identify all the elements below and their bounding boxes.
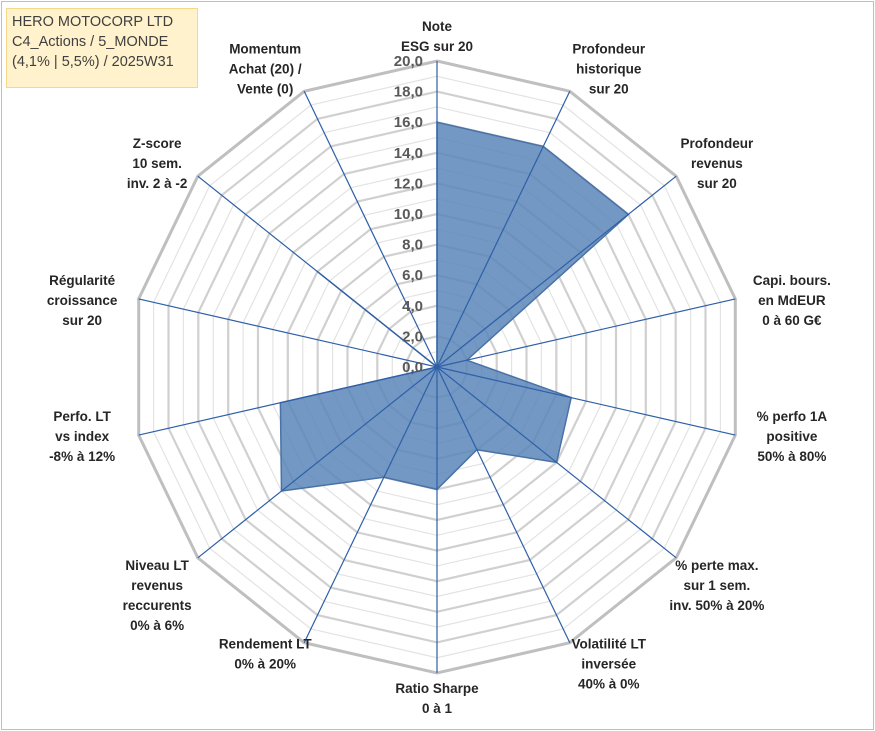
r-tick-label: 16,0 [394,114,423,131]
category-label: Momentum Achat (20) / Vente (0) [229,41,302,96]
category-label-line: croissance [47,293,118,308]
chart-title-box: HERO MOTOCORP LTD C4_Actions / 5_MONDE (… [6,8,198,88]
radar-spoke [303,91,438,368]
category-label-line: Volatilité LT [572,637,647,652]
category-label-line: Vente (0) [237,81,293,96]
radar-spoke [436,298,736,368]
category-label: Profondeur revenus sur 20 [681,136,754,191]
category-label-line: ESG sur 20 [401,39,473,54]
r-tick-label: 14,0 [394,145,423,162]
category-label-line: 50% à 80% [757,449,826,464]
r-tick-label: 4,0 [402,298,423,315]
radar-spoke [197,366,438,559]
category-label-line: sur 20 [589,81,629,96]
category-label: Z-score 10 sem. inv. 2 à -2 [127,136,188,191]
category-label-line: Achat (20) / [229,61,302,76]
category-label: Note ESG sur 20 [401,19,473,54]
radar-spoke [436,175,677,368]
category-labels: Note ESG sur 20 Profondeur historique sur 20… [47,19,831,716]
company-name: HERO MOTOCORP LTD [12,14,174,30]
category-label-line: sur 1 sem. [684,578,751,593]
category-label-line: inversée [581,657,636,672]
category-label: % perfo 1A positive 50% à 80% [757,409,828,464]
r-tick-label: 10,0 [394,206,423,223]
category-label-line: vs index [55,429,110,444]
category-label-line: 0 à 60 G€ [762,313,822,328]
category-label: Régularité croissance sur 20 [47,273,118,328]
category-label-line: revenus [131,578,183,593]
category-label: Perfo. LT vs index -8% à 12% [49,409,115,464]
category-label-line: 40% à 0% [578,677,640,692]
category-label-line: 10 sem. [132,156,182,171]
category-label-line: 0 à 1 [422,701,453,716]
category-label-line: reccurents [123,598,192,613]
r-tick-label: 12,0 [394,175,423,192]
radar-spokes [138,61,736,673]
category-label-line: sur 20 [697,176,737,191]
category-label-line: Profondeur [572,41,645,56]
r-tick-label: 6,0 [402,267,423,284]
category-label: Ratio Sharpe 0 à 1 [395,681,479,716]
r-tick-label: 0,0 [402,359,423,376]
category-label: Niveau LT revenus reccurents 0% à 6% [123,558,192,633]
yield-period: (4,1% | 5,5%) / 2025W31 [12,54,174,70]
r-tick-label: 18,0 [394,84,423,101]
category-label-line: Note [422,19,452,34]
category-label-line: positive [766,429,818,444]
category-label-line: en MdEUR [758,293,826,308]
category-label-line: inv. 2 à -2 [127,176,188,191]
category-label-line: % perte max. [675,558,758,573]
radar-spoke [138,298,438,368]
category-label-line: Ratio Sharpe [395,681,479,696]
category-label-line: Niveau LT [125,558,189,573]
category-path: C4_Actions / 5_MONDE [12,34,169,50]
category-label-line: % perfo 1A [757,409,828,424]
category-label-line: 0% à 20% [234,657,296,672]
r-tick-label: 8,0 [402,237,423,254]
category-label-line: inv. 50% à 20% [669,598,764,613]
category-label: Capi. bours. en MdEUR 0 à 60 G€ [753,273,831,328]
radar-spoke [138,366,438,436]
category-label-line: Perfo. LT [53,409,111,424]
category-label: Profondeur historique sur 20 [572,41,645,96]
radar-spoke [436,366,677,559]
category-label-line: Momentum [229,41,301,56]
category-label-line: 0% à 6% [130,618,184,633]
category-label-line: Z-score [133,136,182,151]
category-label-line: historique [576,61,642,76]
r-tick-label: 20,0 [394,53,423,70]
radar-spoke [436,366,736,436]
radar-spoke [197,175,438,368]
category-label-line: sur 20 [62,313,102,328]
category-label-line: Capi. bours. [753,273,831,288]
category-label: Volatilité LT inversée 40% à 0% [572,637,647,692]
radar-spoke [436,91,571,368]
category-label-line: revenus [691,156,743,171]
r-tick-label: 2,0 [402,328,423,345]
category-label-line: Régularité [49,273,116,288]
category-label-line: Profondeur [681,136,754,151]
category-label: Rendement LT 0% à 20% [219,637,313,672]
radar-spoke [436,366,571,643]
category-label-line: Rendement LT [219,637,313,652]
radar-spoke [303,366,438,643]
category-label-line: -8% à 12% [49,449,115,464]
radial-tick-labels: 0,0 2,0 4,0 6,0 8,0 10,0 12,0 14,0 16,0 18,0 20,0 [394,53,423,376]
category-label: % perte max. sur 1 sem. inv. 50% à 20% [669,558,764,613]
